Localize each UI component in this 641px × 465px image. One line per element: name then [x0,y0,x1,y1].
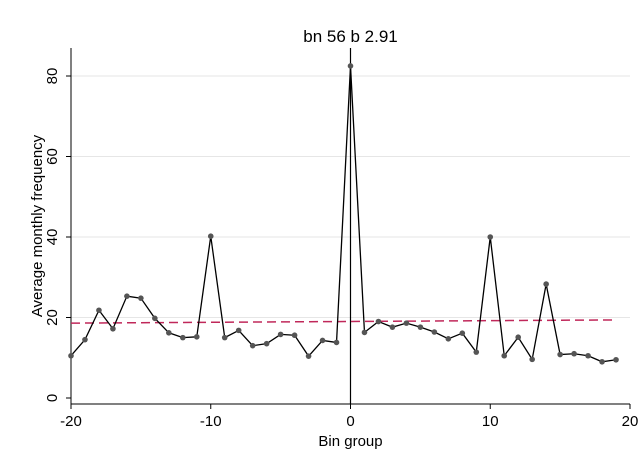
chart-title: bn 56 b 2.91 [303,27,398,46]
data-point [599,358,605,365]
data-point [180,334,186,341]
data-point [557,351,563,358]
data-point [445,336,452,342]
y-tick-label-20: 20 [44,309,61,326]
data-point [277,331,284,338]
y-tick-label-0: 0 [44,394,61,402]
data-point [333,339,340,346]
data-point [389,324,396,330]
data-point [613,356,619,363]
data-point [152,315,158,322]
data-point [96,307,102,314]
data-point [543,281,549,287]
data-point [361,329,368,336]
x-axis-ticks: -20 -10 0 10 20 [60,404,638,430]
x-tick-label--10: -10 [200,413,222,430]
x-tick-label-0: 0 [346,413,354,430]
data-point [221,334,228,341]
x-tick-label-10: 10 [482,413,499,430]
data-point [347,63,354,69]
data-point [166,329,172,336]
series-layer [68,63,619,365]
y-tick-label-80: 80 [44,68,61,85]
data-point [473,349,480,355]
data-point [305,353,312,359]
data-point [585,352,591,359]
data-point [487,234,494,240]
series-line [70,65,617,363]
data-point [319,337,326,344]
data-point [417,324,424,330]
data-point [403,320,410,326]
data-point [375,318,382,325]
fit-line [70,319,617,324]
data-point [193,334,200,340]
data-point [431,329,438,335]
data-point [138,295,144,301]
data-point [263,340,270,347]
y-axis-ticks: 0 20 40 60 80 [44,68,71,402]
y-tick-label-60: 60 [44,148,61,165]
data-point [68,352,74,359]
data-point [571,350,577,357]
data-point [515,334,521,341]
x-tick-label-20: 20 [622,413,639,430]
data-point [459,330,466,336]
data-point [124,293,130,299]
data-point [501,352,508,359]
data-point [110,325,116,332]
data-point [235,327,242,334]
data-point [529,356,535,363]
data-point [82,336,88,343]
y-axis-title: Average monthly frequency [29,134,46,317]
x-tick-label--20: -20 [60,413,82,430]
data-point [207,233,214,239]
data-point [291,332,298,339]
data-point [249,342,256,349]
y-tick-label-40: 40 [44,229,61,246]
x-axis-title: Bin group [318,433,382,450]
